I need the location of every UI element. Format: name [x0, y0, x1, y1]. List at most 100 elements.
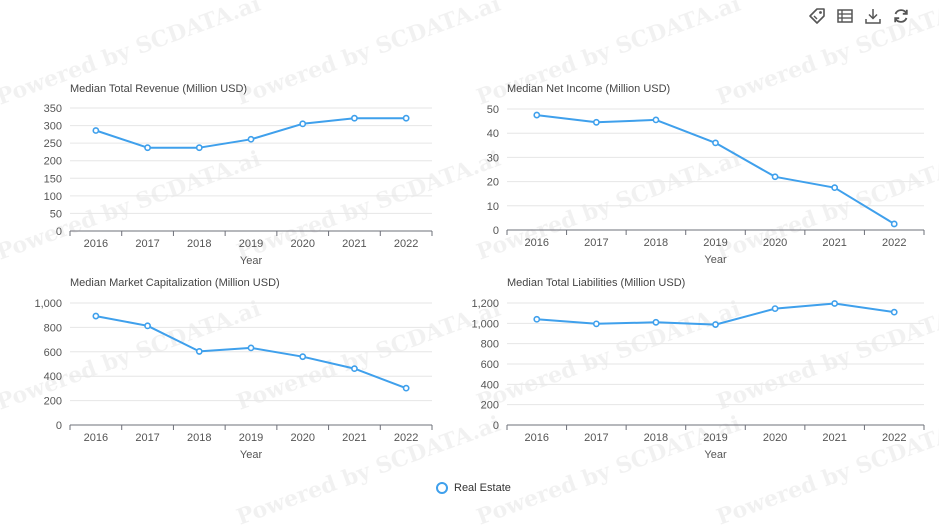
x-tick-label: 2021 [822, 432, 846, 444]
chart-2: Median Net Income (Million USD) 0 10 20 30 40… [487, 83, 925, 266]
y-tick-label: 200 [44, 396, 62, 408]
data-point[interactable] [144, 322, 151, 330]
x-tick-label: 2020 [290, 238, 314, 250]
y-tick-label: 30 [487, 152, 499, 164]
x-tick-label: 2020 [763, 237, 787, 249]
x-tick-label: 2021 [342, 432, 366, 444]
chart-title: Median Total Liabilities (Million USD) [507, 277, 685, 289]
tag-icon[interactable] [807, 6, 827, 26]
x-tick-label: 2016 [84, 432, 108, 444]
x-tick-label: 2022 [394, 432, 418, 444]
y-tick-label: 600 [481, 359, 499, 371]
toolbox [807, 6, 911, 26]
data-point[interactable] [247, 344, 255, 352]
y-tick-label: 350 [44, 103, 62, 115]
data-point[interactable] [402, 384, 410, 392]
x-tick-label: 2017 [135, 238, 159, 250]
x-tick-label: 2022 [394, 238, 418, 250]
x-tick-label: 2019 [239, 432, 263, 444]
chart-title: Median Net Income (Million USD) [507, 83, 670, 95]
data-point[interactable] [92, 127, 100, 134]
x-tick-label: 2020 [763, 432, 787, 444]
data-point[interactable] [402, 114, 410, 122]
data-point[interactable] [195, 144, 203, 152]
data-point[interactable] [890, 220, 898, 228]
y-tick-label: 800 [44, 322, 62, 334]
data-point[interactable] [771, 173, 779, 181]
refresh-icon[interactable] [891, 6, 911, 26]
y-tick-label: 1,000 [471, 318, 499, 330]
y-tick-label: 800 [481, 339, 499, 351]
x-tick-label: 2017 [584, 432, 608, 444]
y-tick-label: 200 [481, 400, 499, 412]
y-tick-label: 50 [50, 208, 62, 220]
y-tick-label: 400 [481, 379, 499, 391]
data-point[interactable] [92, 312, 100, 320]
y-tick-label: 400 [44, 371, 62, 383]
chart-title: Median Market Capitalization (Million US… [70, 277, 280, 289]
y-tick-label: 200 [44, 156, 62, 168]
data-point[interactable] [299, 120, 307, 128]
data-point[interactable] [592, 118, 600, 126]
y-tick-label: 0 [493, 225, 499, 237]
data-point[interactable] [533, 111, 541, 119]
x-tick-label: 2018 [644, 432, 668, 444]
data-point[interactable] [351, 365, 358, 373]
chart-title: Median Total Revenue (Million USD) [70, 83, 247, 95]
x-tick-label: 2017 [135, 432, 159, 444]
y-tick-label: 10 [487, 201, 499, 213]
x-tick-label: 2018 [187, 238, 211, 250]
y-tick-label: 600 [44, 347, 62, 359]
x-tick-label: 2022 [882, 237, 906, 249]
y-tick-label: 20 [487, 177, 499, 189]
y-tick-label: 0 [56, 226, 62, 238]
y-tick-label: 100 [44, 191, 62, 203]
x-tick-label: 2018 [644, 237, 668, 249]
series-line-real-estate [536, 114, 895, 225]
legend-marker-icon [436, 482, 448, 494]
y-tick-label: 1,200 [471, 298, 499, 310]
y-tick-label: 250 [44, 138, 62, 150]
data-view-icon[interactable] [835, 6, 855, 26]
data-point[interactable] [195, 348, 203, 355]
data-point[interactable] [831, 184, 839, 192]
x-axis-title: Year [704, 254, 727, 266]
x-tick-label: 2021 [342, 238, 366, 250]
data-point[interactable] [247, 135, 255, 143]
x-tick-label: 2020 [290, 432, 314, 444]
x-axis-title: Year [240, 449, 263, 461]
data-point[interactable] [771, 305, 779, 312]
data-point[interactable] [299, 353, 307, 361]
x-tick-label: 2016 [525, 432, 549, 444]
x-tick-label: 2017 [584, 237, 608, 249]
data-point[interactable] [831, 300, 839, 307]
x-axis-title: Year [704, 449, 727, 461]
chart-3: Median Market Capitalization (Million US… [34, 277, 433, 461]
data-point[interactable] [652, 116, 660, 124]
data-point[interactable] [712, 139, 719, 147]
x-tick-label: 2019 [239, 238, 263, 250]
x-tick-label: 2018 [187, 432, 211, 444]
x-tick-label: 2021 [822, 237, 846, 249]
data-point[interactable] [652, 318, 660, 326]
x-tick-label: 2016 [525, 237, 549, 249]
y-tick-label: 50 [487, 104, 499, 116]
y-tick-label: 300 [44, 121, 62, 133]
data-point[interactable] [712, 321, 719, 328]
chart-4: Median Total Liabilities (Million USD) 0 2… [471, 277, 925, 461]
data-point[interactable] [592, 320, 600, 328]
x-tick-label: 2019 [703, 432, 727, 444]
chart-1: Median Total Revenue (Million USD) 0 50 100… [44, 83, 433, 267]
data-point[interactable] [533, 315, 541, 323]
y-tick-label: 40 [487, 128, 499, 140]
download-icon[interactable] [863, 6, 883, 26]
x-tick-label: 2019 [703, 237, 727, 249]
legend-item-real-estate[interactable]: Real Estate [436, 482, 511, 494]
data-point[interactable] [890, 308, 898, 316]
y-tick-label: 0 [493, 420, 499, 432]
x-axis-title: Year [240, 255, 263, 267]
y-tick-label: 150 [44, 173, 62, 185]
data-point[interactable] [144, 144, 151, 152]
data-point[interactable] [351, 114, 358, 122]
